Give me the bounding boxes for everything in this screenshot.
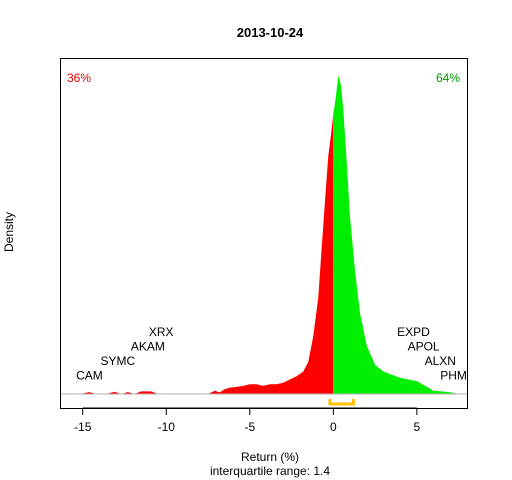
ticker-label: CAM (76, 369, 103, 383)
iqr-bracket (328, 399, 355, 406)
x-tick-label: 0 (330, 420, 337, 434)
x-axis: -15 -10 -5 0 5 (74, 407, 421, 434)
x-tick-label: -10 (158, 420, 176, 434)
density-layer (79, 75, 464, 395)
x-axis-label: Return (%) (241, 450, 299, 464)
ticker-label: EXPD (397, 325, 430, 339)
ticker-label: ALXN (425, 354, 456, 368)
ticker-label: XRX (149, 325, 174, 339)
ticker-label: AKAM (131, 340, 165, 354)
x-tick-label: -15 (74, 420, 92, 434)
positive-share-label: 64% (436, 71, 460, 85)
x-tick-label: 5 (414, 420, 421, 434)
chart-title: 2013-10-24 (237, 25, 304, 40)
y-axis-label: Density (2, 212, 16, 252)
x-tick-label: -5 (244, 420, 255, 434)
ticker-label: PHM (440, 369, 467, 383)
ticker-label: SYMC (100, 354, 135, 368)
positive-density-area (333, 75, 464, 394)
ticker-label: APOL (408, 340, 440, 354)
negative-share-label: 36% (67, 71, 91, 85)
negative-density-area (79, 113, 334, 395)
chart-subtitle: interquartile range: 1.4 (210, 464, 330, 478)
